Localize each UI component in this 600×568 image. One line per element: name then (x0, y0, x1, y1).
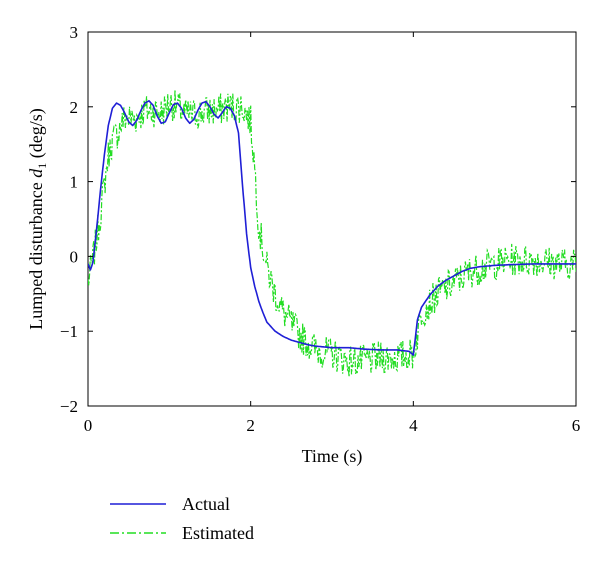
legend-item-actual: Actual (110, 494, 230, 514)
x-tick-label: 4 (409, 416, 418, 435)
legend-item-estimated: Estimated (110, 523, 254, 543)
y-tick-label: 0 (70, 247, 79, 266)
plot-area (87, 31, 577, 407)
x-tick-label: 0 (84, 416, 93, 435)
legend-label-actual: Actual (182, 494, 230, 514)
y-tick-label: 3 (70, 23, 79, 42)
x-axis-label: Time (s) (302, 446, 363, 467)
x-tick-label: 6 (572, 416, 581, 435)
legend: Actual Estimated (110, 494, 254, 543)
y-axis-label: Lumped disturbance d1 (deg/s) (26, 108, 49, 329)
y-tick-label: 1 (70, 173, 79, 192)
y-tick-label: 2 (70, 98, 79, 117)
y-tick-label: −2 (60, 397, 78, 416)
axes-frame (87, 31, 577, 407)
legend-label-estimated: Estimated (182, 523, 254, 543)
y-tick-label: −1 (60, 322, 78, 341)
x-tick-label: 2 (246, 416, 255, 435)
series-actual-line (88, 100, 576, 356)
